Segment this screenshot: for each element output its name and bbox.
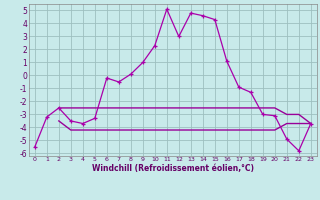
- X-axis label: Windchill (Refroidissement éolien,°C): Windchill (Refroidissement éolien,°C): [92, 164, 254, 173]
